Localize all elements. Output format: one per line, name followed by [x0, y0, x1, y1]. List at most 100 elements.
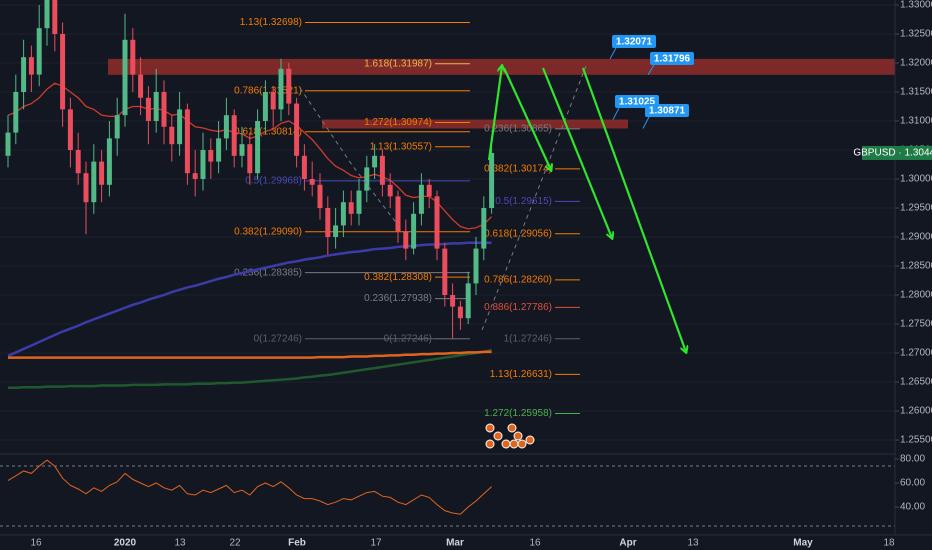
candle-body — [223, 115, 229, 139]
candle-body — [309, 178, 315, 185]
candle-body — [52, 0, 58, 34]
fib-label: 0.236(1.28385) — [234, 267, 302, 278]
candle-body — [434, 196, 440, 249]
candle-body — [169, 126, 175, 145]
fib-label: 0.618(1.30814) — [234, 126, 302, 137]
candle-body — [411, 213, 417, 249]
rsi-y-tick-label: 60.00 — [900, 478, 925, 489]
y-tick-label: 1.32000 — [900, 58, 932, 69]
y-tick-label: 1.29000 — [900, 232, 932, 243]
moving-average — [8, 350, 492, 359]
plot-area: 1.13(1.32698) 0.786(1.31521) 0.618(1.30814… — [5, 0, 895, 419]
y-tick-label: 1.26500 — [900, 377, 932, 388]
arrow — [487, 66, 502, 161]
x-tick-label: 22 — [229, 538, 241, 549]
drawings — [299, 65, 686, 449]
candle-body — [473, 248, 479, 284]
x-tick-label: 2020 — [114, 538, 137, 549]
arrow — [581, 67, 686, 352]
x-tick-label: 13 — [687, 538, 699, 549]
candle-body — [145, 97, 151, 121]
candle-body — [379, 155, 385, 185]
candle-body — [325, 207, 331, 237]
candle-body — [426, 184, 432, 197]
candle-body — [106, 138, 112, 185]
y-tick-label: 1.28500 — [900, 261, 932, 272]
moving-average — [8, 348, 492, 390]
fib-label: 0.382(1.30174) — [484, 164, 552, 175]
fib-label: 0.618(1.29056) — [484, 228, 552, 239]
candle-body — [395, 196, 401, 232]
candle-body — [457, 306, 463, 319]
candle-body — [138, 74, 144, 98]
fib-label: 1.272(1.30974) — [364, 117, 432, 128]
y-tick-label: 1.31000 — [900, 116, 932, 127]
resistance-zone — [322, 119, 628, 129]
candle-body — [28, 57, 34, 75]
fib-label: 0.236(1.30865) — [484, 123, 552, 134]
moving-average — [7, 241, 492, 358]
y-tick-label: 1.27500 — [900, 319, 932, 330]
candle-body — [294, 103, 300, 156]
candle-body — [130, 39, 136, 75]
callout-pointer — [612, 107, 620, 120]
candle-body — [122, 39, 128, 116]
candle-body — [36, 28, 42, 75]
x-tick-label: 13 — [174, 538, 186, 549]
candle-body — [153, 91, 159, 121]
candle-body — [44, 0, 50, 29]
rsi-y-tick-label: 40.00 — [900, 502, 925, 513]
callout-box — [650, 52, 694, 65]
candle-body — [262, 91, 268, 121]
fib-label: 0.786(1.28260) — [484, 275, 552, 286]
callout-label: 1.32071 — [616, 37, 653, 48]
candle-body — [91, 161, 97, 203]
candle-body — [67, 109, 73, 150]
callout-box — [645, 104, 689, 117]
candle-body — [255, 120, 261, 174]
fib-label: 1.272(1.25958) — [484, 408, 552, 419]
fib-label: 0.382(1.29090) — [234, 226, 302, 237]
candle-body — [5, 132, 11, 156]
candle-body — [489, 152, 495, 208]
x-tick-label: May — [793, 538, 813, 549]
arrow — [541, 67, 612, 238]
candle-body — [450, 295, 456, 307]
candle-body — [192, 173, 198, 179]
candle-body — [13, 91, 19, 133]
candle-body — [114, 115, 120, 139]
arrow — [503, 67, 551, 170]
projection-line — [481, 65, 587, 331]
candle-body — [75, 149, 81, 174]
fib-label: 0.5(1.29968) — [245, 175, 302, 186]
candle-body — [340, 202, 346, 226]
x-tick-label: 17 — [370, 538, 382, 549]
candle-body — [184, 109, 190, 174]
candle-body — [278, 68, 284, 110]
candle-body — [418, 184, 424, 214]
candle-body — [372, 155, 378, 168]
candle-body — [333, 225, 339, 237]
rsi-y-tick-label: 80.00 — [900, 454, 925, 465]
y-tick-label: 1.31500 — [900, 87, 932, 98]
y-tick-label: 1.27000 — [900, 348, 932, 359]
callout-pointer — [647, 64, 655, 76]
x-tick-label: Mar — [446, 538, 464, 549]
y-tick-label: 1.26000 — [900, 406, 932, 417]
candle-body — [200, 149, 206, 179]
candle-body — [387, 184, 393, 197]
fib-label: 1.618(1.31987) — [364, 58, 432, 69]
candle-body — [286, 68, 292, 104]
callout-box — [612, 35, 656, 48]
candle-body — [270, 91, 276, 110]
y-tick-label: 1.30000 — [900, 174, 932, 185]
fib-label: 1(1.27246) — [504, 333, 552, 344]
y-tick-label: 1.33000 — [900, 0, 932, 11]
callout-label: 1.30871 — [649, 106, 686, 117]
candle-body — [442, 248, 448, 296]
candle-body — [403, 231, 409, 249]
candle-body — [83, 173, 89, 203]
fib-label: 0(1.27246) — [254, 333, 302, 344]
x-tick-label: 16 — [529, 538, 541, 549]
